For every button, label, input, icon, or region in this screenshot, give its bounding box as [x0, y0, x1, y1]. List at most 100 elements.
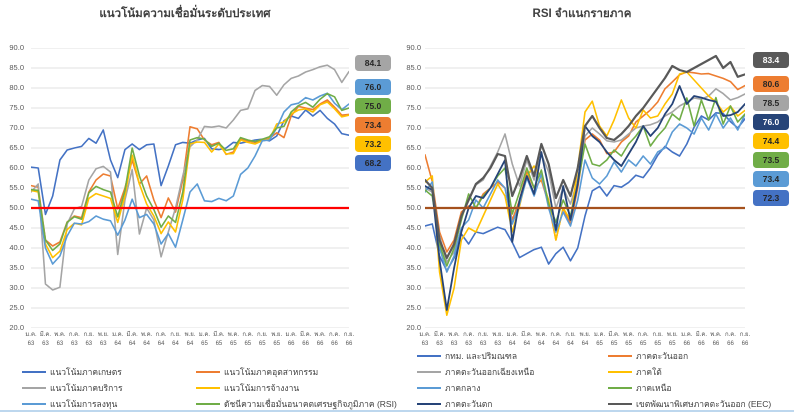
- end-value-badge: 84.1: [355, 55, 391, 71]
- x-tick-label: ม.ค. 66: [681, 332, 693, 347]
- series-line: [425, 54, 745, 260]
- chart-panel-rsi-by-region: RSI จำแนกรายภาค 90.0 85.0 80.0 75.0 70.0 65.0…: [397, 0, 794, 410]
- legend-line-swatch: [417, 354, 441, 358]
- x-tick-label: ก.ค. 66: [724, 332, 736, 347]
- chart-legend: กทม. และปริมณฑล ภาคตะวันออก ภาคตะวันออกเฉี…: [417, 350, 771, 410]
- x-tick-label: พ.ค. 63: [448, 332, 460, 347]
- legend-item: แนวโน้มการจ้างงาน: [196, 382, 397, 394]
- x-tick-label: ก.ค. 63: [463, 332, 475, 347]
- legend-label: เขตพัฒนาพิเศษภาคตะวันออก (EEC): [636, 398, 772, 409]
- plot-wrap: [425, 48, 745, 328]
- x-tick-label: พ.ค. 65: [227, 332, 240, 347]
- end-value-badge: 75.0: [355, 98, 391, 114]
- legend-item: ดัชนีความเชื่อมั่นอนาคตเศรษฐกิจภูมิภาค (…: [196, 398, 397, 410]
- x-tick-label: มี.ค. 63: [39, 332, 52, 347]
- x-tick-label: พ.ย. 63: [97, 332, 109, 347]
- y-tick-label: 40.0: [9, 243, 24, 252]
- y-tick-label: 35.0: [406, 263, 421, 272]
- y-tick-label: 25.0: [406, 303, 421, 312]
- series-line: [425, 85, 745, 311]
- legend-label: ภาคตะวันตก: [445, 398, 493, 409]
- y-tick-label: 30.0: [9, 283, 24, 292]
- x-axis: ม.ค. 63 มี.ค. 63 พ.ค. 63 ก.ค. 63 ก.ย. 63 พ.ย. 63 ม.ค…: [25, 331, 354, 355]
- x-tick-label: ก.ย. 66: [343, 332, 355, 347]
- x-tick-label: พ.ค. 66: [710, 332, 722, 347]
- legend-label: แนวโน้มการจ้างงาน: [224, 382, 300, 393]
- series-line: [425, 96, 745, 267]
- x-tick-label: ก.ย. 63: [83, 332, 95, 347]
- y-tick-label: 40.0: [406, 243, 421, 252]
- legend-item: ภาคใต้: [608, 366, 771, 378]
- x-tick-label: มี.ค. 65: [213, 332, 225, 347]
- legend-label: กทม. และปริมณฑล: [445, 350, 518, 361]
- series-line: [31, 92, 349, 265]
- x-tick-label: พ.ค. 64: [535, 332, 548, 347]
- y-tick-label: 85.0: [9, 63, 24, 72]
- bottom-divider: [0, 410, 794, 412]
- end-value-badge: 80.6: [753, 76, 789, 92]
- x-tick-label: มี.ค. 66: [695, 332, 708, 347]
- x-tick-label: ก.ค. 64: [155, 332, 167, 347]
- legend-line-swatch: [608, 370, 632, 374]
- series-line: [31, 64, 349, 291]
- x-tick-label: ก.ย. 63: [477, 332, 489, 347]
- legend-label: แนวโน้มภาคเกษตร: [50, 366, 122, 377]
- series-line: [31, 92, 349, 252]
- legend-item: ภาคตะวันออกเฉียงเหนือ: [417, 366, 602, 378]
- legend-line-swatch: [608, 386, 632, 390]
- y-tick-label: 80.0: [9, 83, 24, 92]
- x-tick-label: ก.ย. 65: [257, 332, 268, 347]
- x-tick-label: มี.ค. 63: [433, 332, 446, 347]
- end-value-badge: 78.5: [753, 95, 789, 111]
- y-tick-label: 75.0: [406, 103, 421, 112]
- legend-line-swatch: [417, 402, 441, 406]
- y-tick-label: 90.0: [406, 43, 421, 52]
- legend-label: ภาคกลาง: [445, 382, 481, 393]
- y-tick-label: 50.0: [9, 203, 24, 212]
- y-tick-label: 25.0: [9, 303, 24, 312]
- series-line: [425, 71, 745, 317]
- x-tick-label: ก.ย. 66: [739, 332, 751, 347]
- y-axis: 90.0 85.0 80.0 75.0 70.0 65.0 60.0 55.0 50.0 45.0…: [0, 43, 27, 332]
- y-tick-label: 20.0: [406, 323, 421, 332]
- plot-area: [31, 48, 349, 328]
- x-tick-label: ม.ค. 64: [506, 332, 518, 347]
- y-tick-label: 45.0: [9, 223, 24, 232]
- chart-panel-national-trend: แนวโน้มความเชื่อมั่นระดับประเทศ 90.0 85.0…: [0, 0, 397, 410]
- legend-line-swatch: [22, 386, 46, 390]
- x-tick-label: ม.ค. 65: [593, 332, 606, 347]
- chart-title: RSI จำแนกรายภาค: [532, 8, 632, 20]
- legend-item: ภาคเหนือ: [608, 382, 771, 394]
- end-value-badge: 73.4: [753, 171, 789, 187]
- legend-label: ภาคเหนือ: [636, 382, 672, 393]
- legend-item: แนวโน้มการลงทุน: [22, 398, 190, 410]
- y-tick-label: 65.0: [9, 143, 24, 152]
- legend-item: ภาคตะวันตก: [417, 398, 602, 410]
- y-tick-label: 50.0: [406, 203, 421, 212]
- end-value-badge: 72.3: [753, 190, 789, 206]
- x-tick-label: พ.ย. 65: [271, 332, 283, 347]
- y-tick-label: 30.0: [406, 283, 421, 292]
- x-tick-label: พ.ย. 64: [579, 332, 591, 347]
- legend-line-swatch: [22, 370, 46, 374]
- y-axis: 90.0 85.0 80.0 75.0 70.0 65.0 60.0 55.0 50.0 45.0…: [397, 43, 424, 332]
- end-value-badge: 74.4: [753, 133, 789, 149]
- x-tick-label: ก.ค. 63: [68, 332, 80, 347]
- legend-item: กทม. และปริมณฑล: [417, 350, 602, 362]
- legend-line-swatch: [196, 370, 220, 374]
- plot-wrap: [31, 48, 349, 328]
- end-value-badge: 76.0: [355, 79, 391, 95]
- end-value-badge: 76.0: [753, 114, 789, 130]
- legend-label: ภาคใต้: [636, 366, 662, 377]
- x-tick-label: ก.ค. 65: [637, 332, 649, 347]
- legend-item: เขตพัฒนาพิเศษภาคตะวันออก (EEC): [608, 398, 771, 410]
- legend-item: แนวโน้มภาคบริการ: [22, 382, 190, 394]
- y-tick-label: 20.0: [9, 323, 24, 332]
- y-tick-label: 45.0: [406, 223, 421, 232]
- y-tick-label: 90.0: [9, 43, 24, 52]
- x-tick-label: ม.ค. 65: [198, 332, 211, 347]
- legend-line-swatch: [22, 402, 46, 406]
- x-tick-label: พ.ย. 65: [666, 332, 678, 347]
- legend-label: แนวโน้มภาคอุตสาหกรรม: [224, 366, 319, 377]
